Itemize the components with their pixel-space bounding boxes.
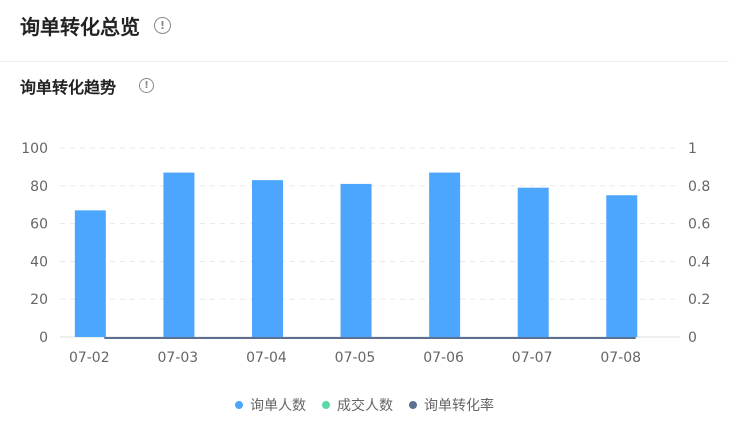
bar-inquiries xyxy=(606,195,638,337)
legend-item[interactable]: 成交人数 xyxy=(322,395,393,415)
y-left-tick-label: 40 xyxy=(30,254,48,270)
legend-label: 询单人数 xyxy=(250,398,306,414)
y-left-tick-label: 20 xyxy=(30,292,48,308)
info-icon[interactable]: ! xyxy=(139,78,154,93)
bar-inquiries xyxy=(74,210,106,337)
x-tick-label: 07-08 xyxy=(600,350,641,366)
overview-header: 询单转化总览 ! xyxy=(0,0,729,62)
legend-item[interactable]: 询单转化率 xyxy=(409,395,494,415)
y-right-tick-label: 0.4 xyxy=(688,254,710,270)
y-right-tick-label: 0.8 xyxy=(688,179,710,195)
x-tick-label: 07-04 xyxy=(246,350,287,366)
x-tick-label: 07-07 xyxy=(512,350,553,366)
section-title: 询单转化趋势 xyxy=(20,78,117,97)
chart-legend: 询单人数 成交人数 询单转化率 xyxy=(0,395,729,415)
x-tick-label: 07-05 xyxy=(335,350,376,366)
bar-inquiries xyxy=(251,180,283,337)
x-tick-label: 07-06 xyxy=(423,350,464,366)
y-right-tick-label: 0.6 xyxy=(688,217,710,233)
legend-label: 询单转化率 xyxy=(424,398,494,414)
y-left-tick-label: 0 xyxy=(39,330,48,346)
legend-item[interactable]: 询单人数 xyxy=(235,395,306,415)
info-icon[interactable]: ! xyxy=(154,17,171,34)
x-tick-label: 07-03 xyxy=(158,350,199,366)
bar-inquiries xyxy=(340,183,372,337)
y-right-tick-label: 0.2 xyxy=(688,292,710,308)
trend-chart: 0 20 40 60 80 100 0 0.2 0.4 0.6 0.8 1 07-02 07-03 07-0… xyxy=(21,141,710,366)
y-left-tick-label: 100 xyxy=(21,141,48,157)
y-right-tick-label: 0 xyxy=(688,330,697,346)
legend-dot xyxy=(322,401,330,409)
y-left-tick-label: 60 xyxy=(30,217,48,233)
y-right-tick-label: 1 xyxy=(688,141,697,157)
legend-dot xyxy=(235,401,243,409)
legend-label: 成交人数 xyxy=(337,398,393,414)
legend-dot xyxy=(409,401,417,409)
x-tick-label: 07-02 xyxy=(69,350,110,366)
y-left-tick-label: 80 xyxy=(30,179,48,195)
bar-inquiries xyxy=(163,172,195,337)
bar-inquiries xyxy=(429,172,461,337)
bar-inquiries xyxy=(517,187,549,337)
page-title: 询单转化总览 xyxy=(20,15,140,39)
